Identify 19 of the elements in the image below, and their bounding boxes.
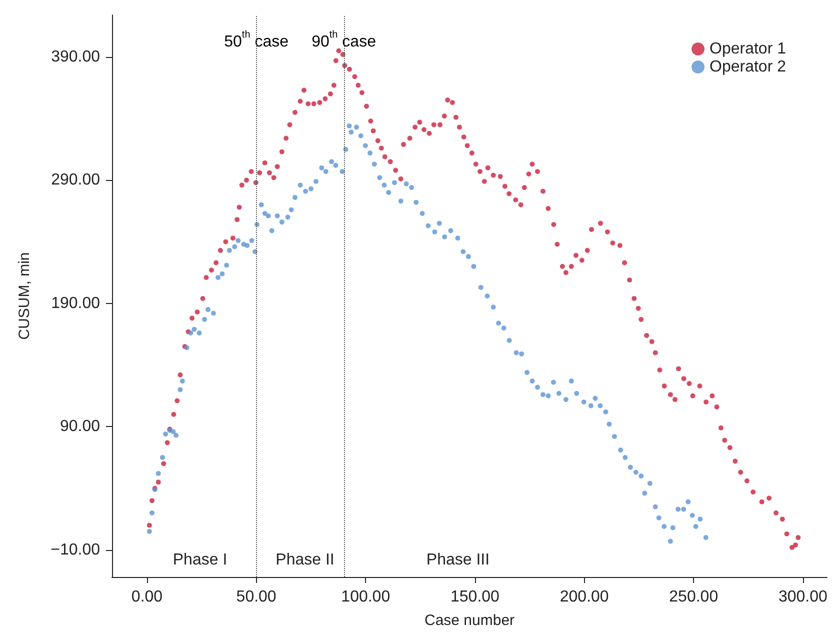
y-tick-label: 90.00 [60,418,100,436]
annotation: Phase II [276,552,334,568]
x-axis-title: Case number [424,612,515,629]
y-tick-label: 190.00 [51,294,100,312]
x-tick-label: 200.00 [560,588,609,606]
legend-label: Operator 1 [710,40,786,58]
y-axis-title: CUSUM, min [16,252,33,340]
y-tick-label: 390.00 [51,48,100,66]
x-tick-label: 300.00 [778,588,828,606]
legend-label: Operator 2 [710,58,786,76]
y-tick-label: −10.00 [50,541,100,558]
y-tick-label: 290.00 [51,172,100,189]
annotation: Phase III [426,552,490,568]
x-tick-label: 100.00 [341,588,390,606]
x-tick-label: 250.00 [669,588,718,606]
x-tick-label: 0.00 [131,588,163,606]
x-tick-label: 50.00 [236,588,276,606]
annotation: Phase I [172,552,228,568]
x-tick-label: 150.00 [450,588,500,606]
